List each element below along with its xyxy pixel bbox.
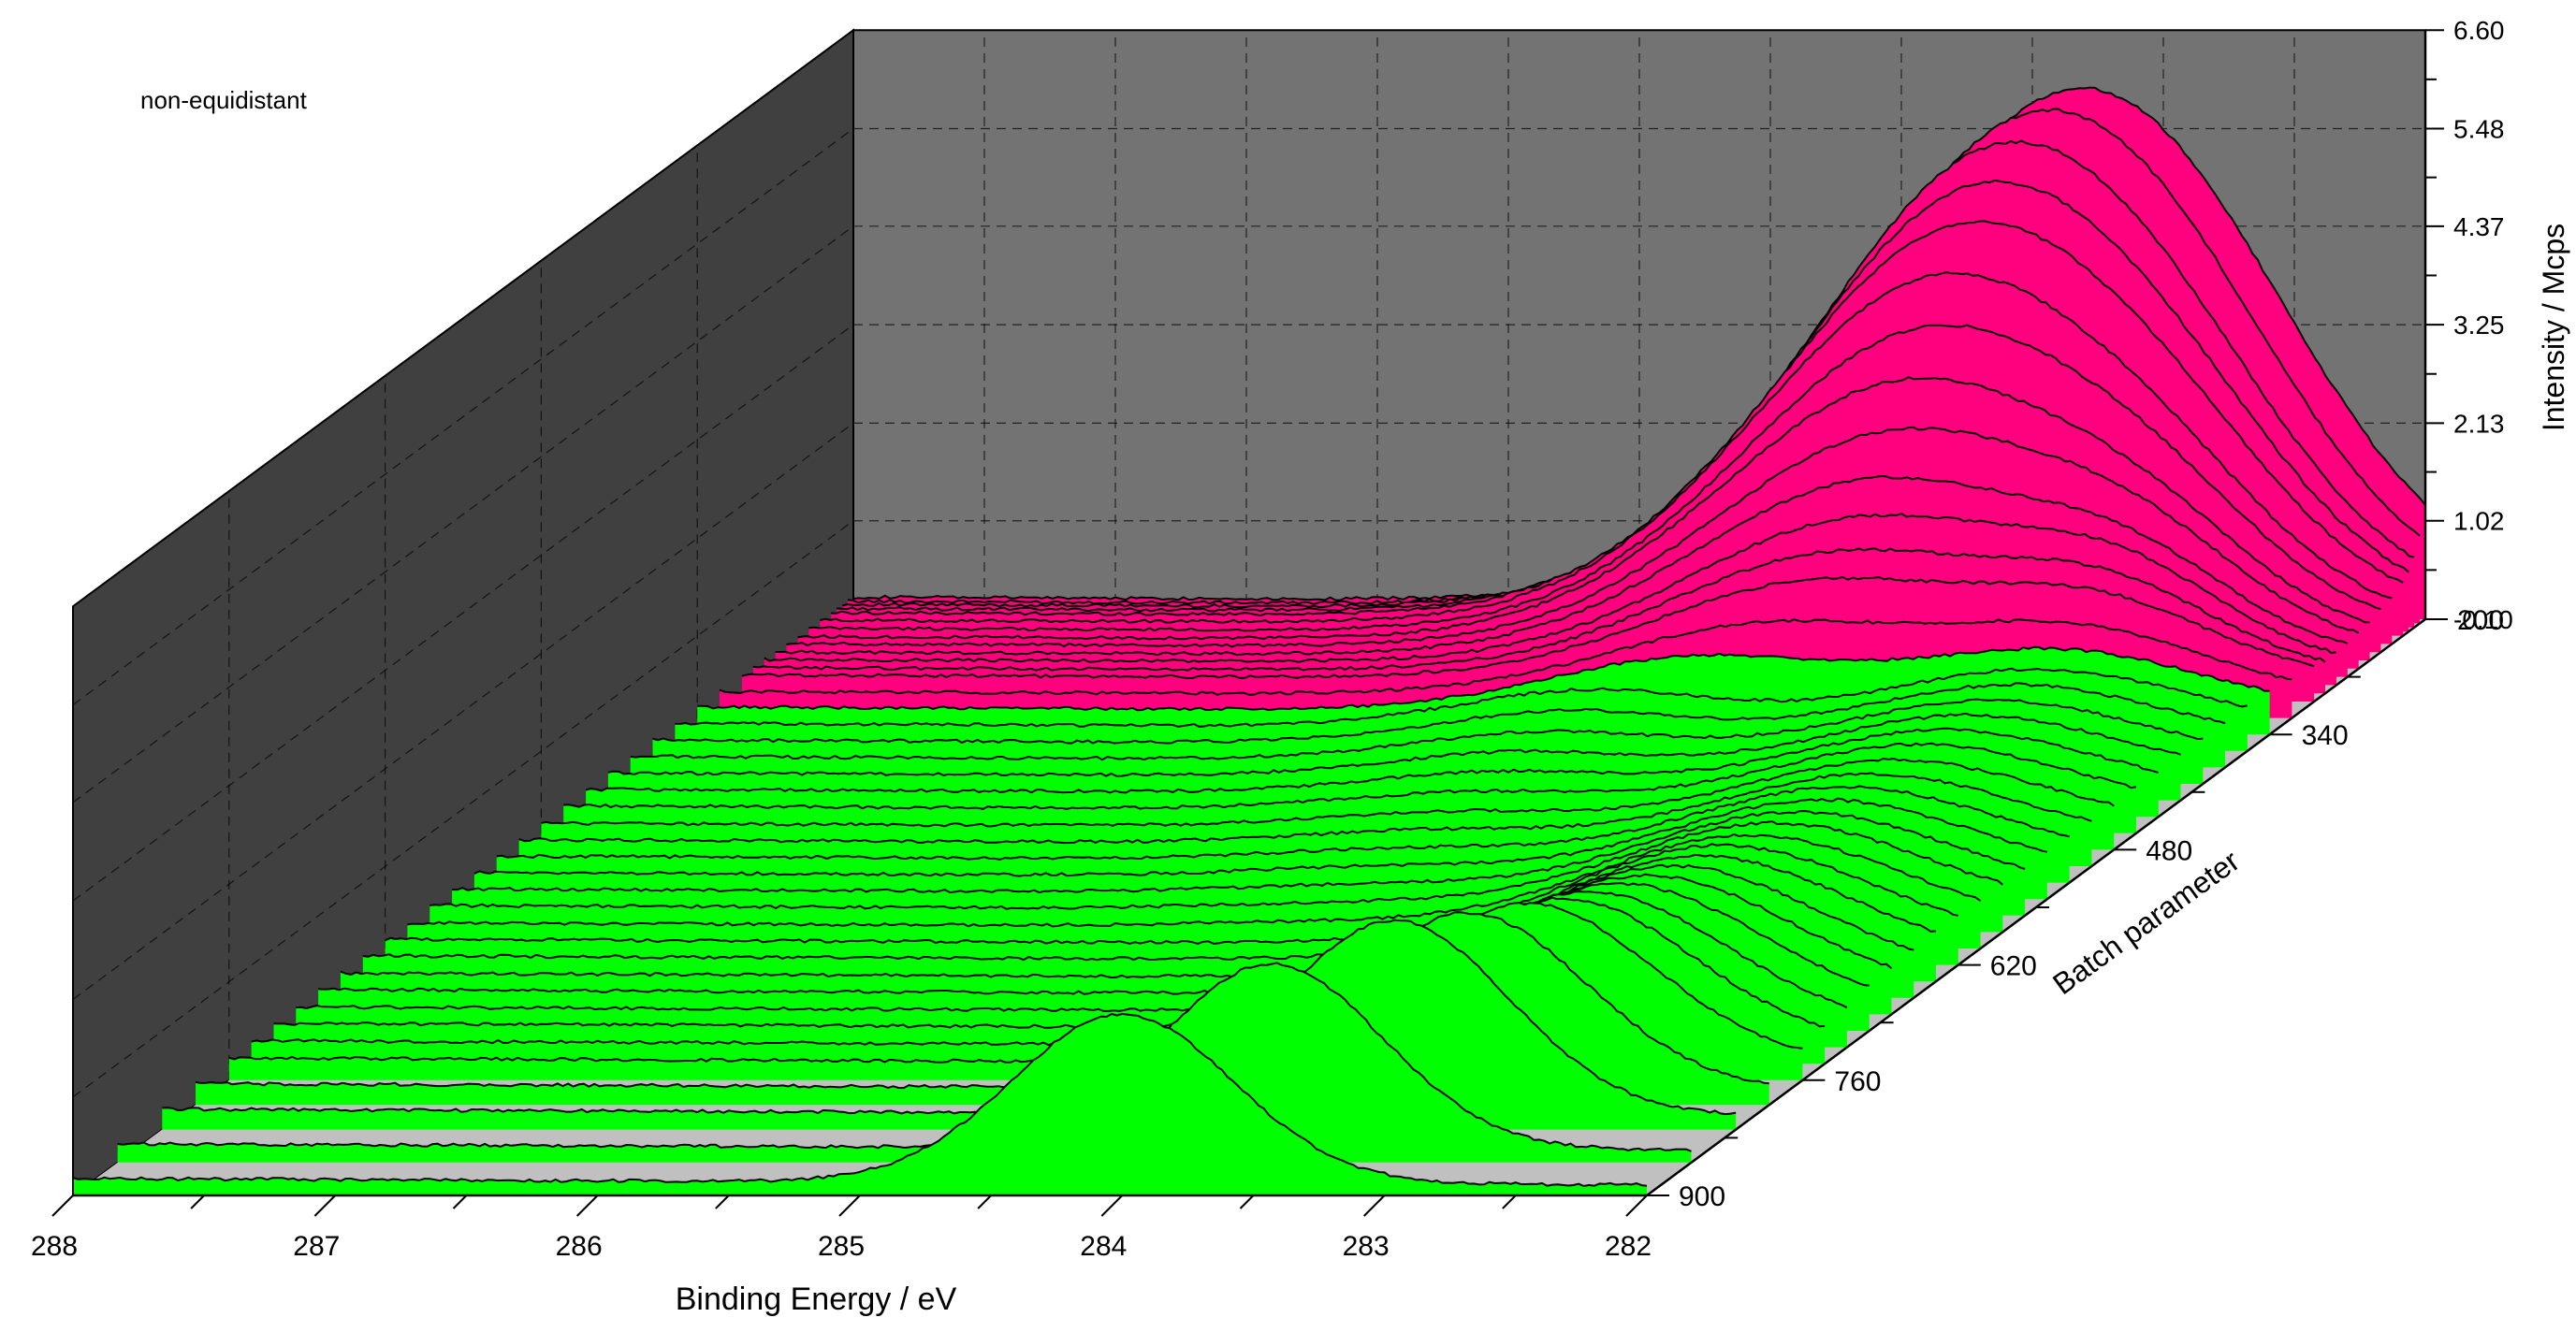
spectrum-line-420 (607, 712, 2181, 777)
spectrum-line-520 (496, 785, 2070, 861)
spectrum-line-360 (675, 667, 2249, 728)
spectrum-line-300 (741, 575, 2315, 679)
side-grid-line (72, 324, 854, 902)
spectrum-ribbons (72, 86, 2426, 1195)
batch-tick-label: 200 (2457, 605, 2504, 636)
x-tick-minor (1239, 1194, 1255, 1209)
spectrum-line-680 (318, 873, 1893, 995)
spectrum-line-760 (228, 902, 1803, 1064)
intensity-tick-label: 3.25 (2453, 311, 2505, 340)
spectrum-line-640 (362, 853, 1937, 962)
batch-tick-label: 620 (1990, 951, 2037, 982)
x-tick-minor (715, 1194, 730, 1209)
spectrum-line-540 (473, 797, 2048, 877)
side-grid-line (72, 225, 854, 804)
batch-tick-label: 900 (1679, 1181, 1725, 1212)
spectrum-line-220 (831, 220, 2404, 617)
side-grid-line (72, 422, 854, 1000)
x-tick-label: 282 (1605, 1231, 1652, 1262)
spectrum-line-620 (385, 843, 1958, 945)
spectrum-line-790 (195, 911, 1769, 1090)
spectrum-line-600 (407, 832, 1982, 928)
spectrum-ribbon-900 (73, 1013, 1647, 1195)
intensity-tick-label: 5.48 (2453, 114, 2505, 143)
spectrum-line-480 (541, 757, 2115, 828)
x-tick-label: 285 (818, 1231, 865, 1262)
spectrum-line-270 (775, 474, 2349, 657)
x-tick-label: 283 (1343, 1231, 1390, 1262)
x-tick-label: 286 (556, 1231, 603, 1262)
x-tick-major (1625, 1194, 1648, 1217)
spectrum-line-560 (452, 809, 2026, 894)
x-tick-major (1100, 1194, 1124, 1217)
spectrum-line-860 (117, 962, 1692, 1152)
spectrum-line-230 (820, 271, 2393, 624)
x-tick-minor (190, 1194, 205, 1209)
x-tick-major (51, 1194, 74, 1217)
spectrum-line-460 (563, 742, 2137, 810)
spectrum-line-260 (786, 426, 2360, 648)
x-tick-label: 287 (293, 1231, 340, 1262)
side-grid-line (72, 520, 854, 1098)
x-tick-major (575, 1194, 599, 1217)
spectrum-line-380 (652, 682, 2226, 745)
intensity-tick-label: -0.10 (2453, 605, 2513, 634)
spectrum-line-320 (719, 618, 2292, 696)
intensity-tick-label: 2.13 (2453, 409, 2505, 438)
spectrum-line-250 (797, 376, 2370, 641)
spectrum-line-820 (162, 919, 1737, 1116)
axes: 288 287 286 285 284 283 282 200 340 480 620 760 900 -… (31, 16, 2513, 1262)
x-axis-title: Binding Energy / eV (676, 1281, 957, 1317)
intensity-tick-label: 1.02 (2453, 507, 2505, 536)
spectrum-line-900 (72, 1012, 1648, 1188)
spectrum-ribbon-860 (117, 963, 1692, 1163)
side-grid-line (72, 127, 854, 705)
spectrum-line-720 (273, 890, 1848, 1029)
spectrum-line-440 (585, 727, 2159, 794)
annotation-label: non-equidistant (140, 86, 308, 114)
spectrum-line-290 (752, 547, 2326, 672)
spectrum-line-340 (697, 645, 2270, 712)
batch-tick-label: 340 (2302, 720, 2349, 751)
intensity-axis-title: Intensity / Mcps (2537, 224, 2570, 431)
batch-tick-label: 480 (2146, 835, 2192, 866)
spectrum-line-500 (518, 772, 2092, 845)
intensity-tick-label: 6.60 (2453, 16, 2505, 45)
spectrum-line-240 (808, 324, 2381, 632)
x-tick-minor (977, 1194, 992, 1209)
x-tick-major (313, 1194, 337, 1217)
spectrum-line-740 (251, 896, 1826, 1047)
batch-tick-label: 760 (1834, 1066, 1881, 1097)
spectrum-line-280 (764, 513, 2337, 664)
x-tick-minor (452, 1194, 468, 1209)
x-tick-major (838, 1194, 861, 1217)
intensity-tick-label: 4.37 (2453, 212, 2505, 241)
x-tick-major (1362, 1194, 1386, 1217)
spectrum-line-580 (429, 820, 2003, 910)
x-tick-label: 284 (1080, 1231, 1127, 1262)
spectrum-line-700 (296, 882, 1870, 1012)
x-tick-minor (1502, 1194, 1517, 1209)
spectrum-line-400 (630, 698, 2204, 761)
x-tick-label: 288 (31, 1231, 78, 1262)
spectrum-line-660 (340, 863, 1914, 979)
